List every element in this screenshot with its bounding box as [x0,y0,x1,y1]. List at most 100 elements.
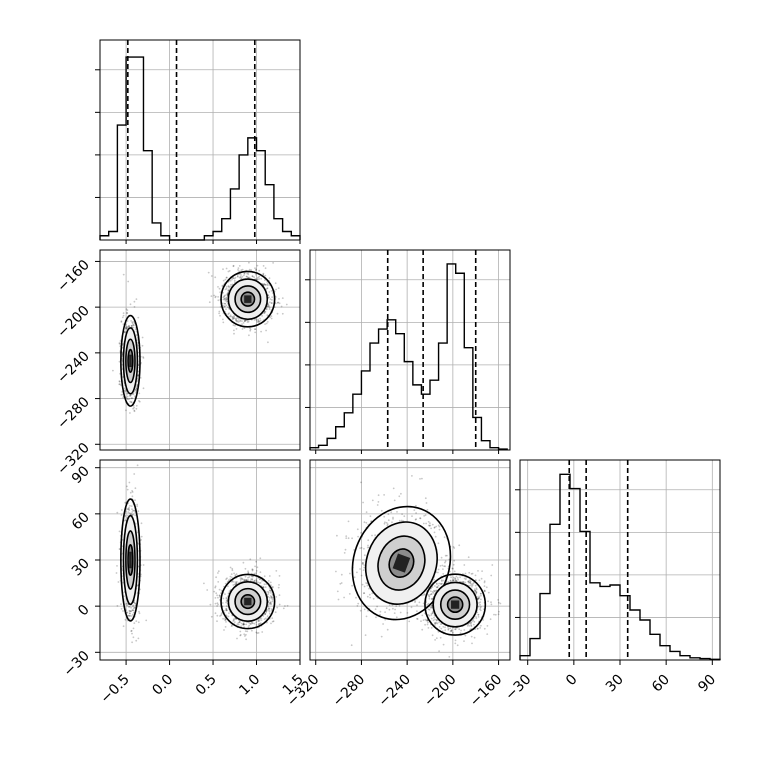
sample-point [249,327,251,330]
sample-point [267,602,270,604]
sample-point [452,546,455,548]
sample-point [269,589,271,592]
sample-point [268,596,271,599]
sample-point [270,592,272,594]
sample-point [225,578,228,581]
sample-point [239,621,241,624]
sample-point [251,569,254,572]
sample-point [268,612,271,615]
sample-point [281,297,284,299]
sample-point [270,302,273,304]
sample-point [406,612,409,614]
sample-point [243,320,246,322]
sample-point [250,622,253,624]
sample-point [263,283,265,285]
sample-point [267,603,270,606]
sample-point [438,525,441,528]
sample-point [278,594,281,596]
sample-point [366,546,369,549]
sample-point [221,302,224,305]
sample-point [400,492,402,495]
sample-point [137,344,139,347]
sample-point [259,582,262,584]
sample-point [267,593,270,595]
sample-point [259,317,261,320]
sample-point [225,286,228,288]
sample-point [392,487,395,490]
sample-point [260,330,262,333]
sample-point [125,397,128,399]
sample-point [258,619,261,622]
axes-frame [99,39,301,241]
sample-point [142,356,145,358]
sample-point [429,524,432,527]
sample-point [254,331,257,334]
sample-point [243,579,246,582]
sample-point [349,572,351,575]
sample-point [270,317,273,320]
sample-point [237,321,240,323]
sample-point [116,565,118,567]
sample-point [231,318,234,320]
sample-point [270,622,272,625]
sample-point [133,611,135,614]
sample-point [123,331,126,333]
sample-point [240,622,243,625]
sample-point [272,586,274,588]
sample-point [268,609,270,612]
sample-point [274,611,277,614]
sample-point [264,323,266,325]
sample-point [257,278,259,281]
sample-point [277,586,280,589]
sample-point [122,610,124,612]
sample-point [136,334,138,337]
sample-point [262,272,265,275]
sample-point [258,269,261,272]
sample-point [227,592,230,595]
sample-point [267,341,269,344]
sample-point [225,304,228,307]
sample-point [241,328,244,330]
sample-point [125,308,128,310]
sample-point [271,620,274,623]
sample-point [270,596,273,599]
sample-point [259,578,261,580]
sample-point [219,314,221,317]
sample-point [421,477,423,480]
sample-point [118,380,121,383]
sample-point [133,473,136,475]
sample-point [237,319,239,322]
sample-point [244,579,247,582]
sample-point [424,623,426,626]
sample-point [239,630,242,633]
sample-point [455,579,458,582]
contour-line [127,543,134,577]
sample-point [380,635,383,638]
sample-point [131,632,133,635]
sample-point [127,508,130,511]
sample-point [257,319,260,322]
sample-point [251,575,254,578]
sample-point [267,591,270,594]
sample-point [238,621,241,624]
sample-point [259,571,262,574]
sample-point [414,518,417,521]
sample-point [126,309,129,312]
sample-point [241,323,243,325]
contour-line [125,338,136,384]
sample-point [255,570,258,572]
sample-point [220,612,223,615]
sample-point [134,514,137,517]
sample-point [130,401,133,403]
sample-point [267,607,270,610]
sample-point [277,301,280,304]
sample-point [236,275,239,277]
sample-point [269,595,272,597]
sample-point [216,614,219,617]
sample-point [214,612,217,615]
sample-point [268,575,271,577]
sample-point [126,485,128,488]
sample-point [433,531,436,534]
sample-point [209,603,212,606]
